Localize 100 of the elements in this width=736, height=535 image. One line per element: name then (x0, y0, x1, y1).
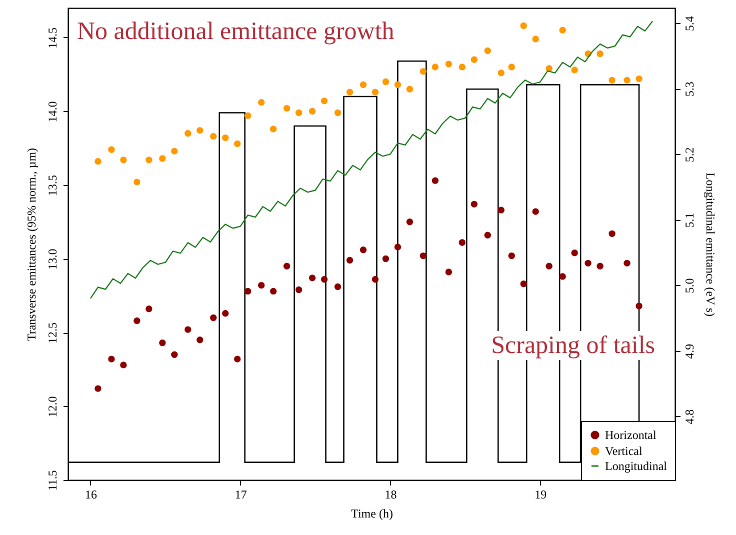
point (394, 244, 402, 250)
point (470, 56, 478, 63)
x-tick-label: 19 (534, 488, 547, 502)
point (334, 283, 342, 290)
y-axis-title: Transverse emittances (95% norm., µm) (24, 148, 38, 342)
x-tick-label: 18 (384, 488, 397, 502)
point (372, 276, 379, 283)
y2-tick-label: 4.8 (682, 409, 696, 424)
y-tick-label: 11.5 (46, 470, 60, 491)
annotation: Scraping of tails (491, 332, 655, 359)
point (445, 268, 452, 276)
point (258, 282, 265, 289)
point (432, 64, 439, 70)
y2-tick-label: 5.0 (682, 278, 696, 294)
point (484, 232, 492, 238)
point (520, 22, 527, 30)
point (346, 256, 354, 264)
point (210, 132, 217, 140)
point (334, 109, 342, 116)
point (308, 108, 316, 115)
point (283, 262, 290, 270)
y-tick-label: 12.5 (46, 322, 60, 344)
point (94, 158, 102, 165)
point (171, 148, 178, 154)
point (171, 351, 178, 358)
point (184, 130, 192, 137)
point (360, 246, 367, 254)
point (571, 250, 578, 256)
point (420, 252, 427, 260)
point (270, 288, 277, 295)
point (184, 326, 192, 333)
y2-tick-label: 5.1 (682, 212, 696, 228)
point (234, 356, 241, 362)
y-tick-label: 13.5 (46, 175, 60, 196)
y-tick-label: 14.0 (46, 101, 60, 122)
y-tick-label: 13.0 (46, 248, 60, 270)
point (222, 310, 229, 317)
point (636, 302, 642, 310)
x-tick-label: 16 (84, 488, 97, 502)
point (636, 75, 642, 82)
point (159, 339, 166, 346)
point (382, 78, 390, 86)
point (406, 218, 414, 226)
point (134, 317, 140, 324)
point (308, 274, 316, 282)
point (159, 155, 166, 162)
point (120, 156, 127, 164)
point (584, 260, 592, 267)
point (458, 64, 466, 70)
point (596, 262, 604, 270)
legend-label: Vertical (605, 444, 643, 458)
point (244, 288, 252, 295)
y2-tick-label: 5.4 (682, 16, 696, 32)
point (470, 200, 478, 208)
point (244, 112, 252, 120)
point (458, 239, 466, 246)
point (346, 88, 354, 96)
point (146, 156, 152, 164)
point (283, 104, 290, 112)
point (134, 178, 140, 186)
point (432, 177, 439, 184)
x-axis-title: Time (h) (351, 506, 393, 520)
point (559, 26, 566, 34)
point (608, 230, 616, 238)
x-tick-label: 17 (234, 488, 247, 502)
point (234, 140, 241, 148)
point (484, 47, 492, 54)
point (320, 98, 328, 104)
point (546, 262, 552, 270)
point (210, 314, 217, 322)
y2-tick-label: 5.3 (682, 82, 696, 97)
y-tick-label: 14.5 (46, 28, 60, 48)
point (624, 260, 630, 267)
point (624, 76, 630, 84)
y-tick-label: 12.0 (46, 396, 60, 418)
legend-label: Longitudinal (605, 459, 668, 473)
point (559, 273, 566, 280)
point (445, 60, 452, 68)
annotation: No additional emittance growth (77, 18, 395, 45)
point (420, 68, 427, 75)
point (108, 356, 115, 362)
point (196, 127, 204, 134)
point (295, 109, 302, 116)
point (406, 86, 414, 92)
point (320, 276, 328, 283)
point (596, 50, 604, 58)
point (520, 280, 527, 288)
legend-label: Horizontal (605, 428, 657, 442)
point (108, 146, 115, 153)
point (222, 134, 229, 142)
point (498, 70, 504, 76)
point (382, 255, 390, 262)
point (508, 252, 515, 260)
point (295, 286, 302, 294)
point (94, 385, 102, 392)
point (372, 88, 379, 96)
point (532, 208, 539, 215)
point (571, 66, 578, 74)
point (146, 306, 152, 312)
y2-axis-title: Longitudinal emittance (eV s) (704, 172, 718, 317)
